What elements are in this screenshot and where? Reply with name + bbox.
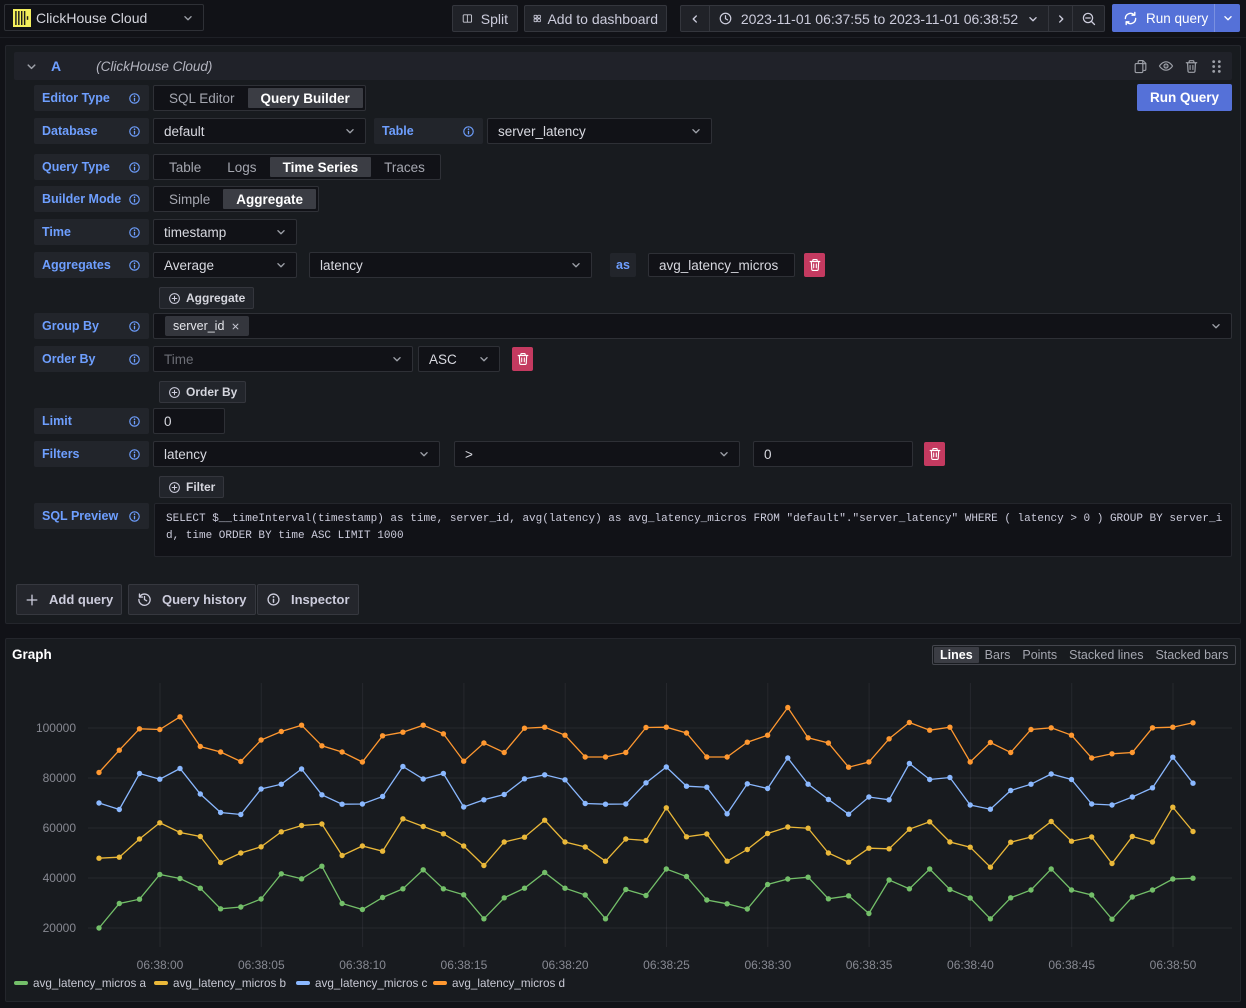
svg-text:06:38:05: 06:38:05: [238, 958, 285, 972]
svg-text:100000: 100000: [36, 721, 76, 735]
svg-text:avg_latency_micros d: avg_latency_micros d: [452, 977, 565, 990]
svg-text:06:38:45: 06:38:45: [1048, 958, 1095, 972]
svg-text:06:38:00: 06:38:00: [137, 958, 184, 972]
svg-text:80000: 80000: [43, 771, 77, 785]
svg-text:40000: 40000: [43, 871, 77, 885]
svg-text:06:38:30: 06:38:30: [744, 958, 791, 972]
svg-text:20000: 20000: [43, 921, 77, 935]
svg-text:06:38:15: 06:38:15: [441, 958, 488, 972]
svg-text:avg_latency_micros c: avg_latency_micros c: [315, 977, 428, 990]
svg-text:06:38:40: 06:38:40: [947, 958, 994, 972]
svg-text:60000: 60000: [43, 821, 77, 835]
svg-text:06:38:50: 06:38:50: [1150, 958, 1197, 972]
svg-text:06:38:25: 06:38:25: [643, 958, 690, 972]
svg-text:06:38:20: 06:38:20: [542, 958, 589, 972]
svg-text:06:38:35: 06:38:35: [846, 958, 893, 972]
svg-text:06:38:10: 06:38:10: [339, 958, 386, 972]
svg-text:avg_latency_micros b: avg_latency_micros b: [173, 977, 287, 990]
svg-text:avg_latency_micros a: avg_latency_micros a: [33, 977, 147, 990]
